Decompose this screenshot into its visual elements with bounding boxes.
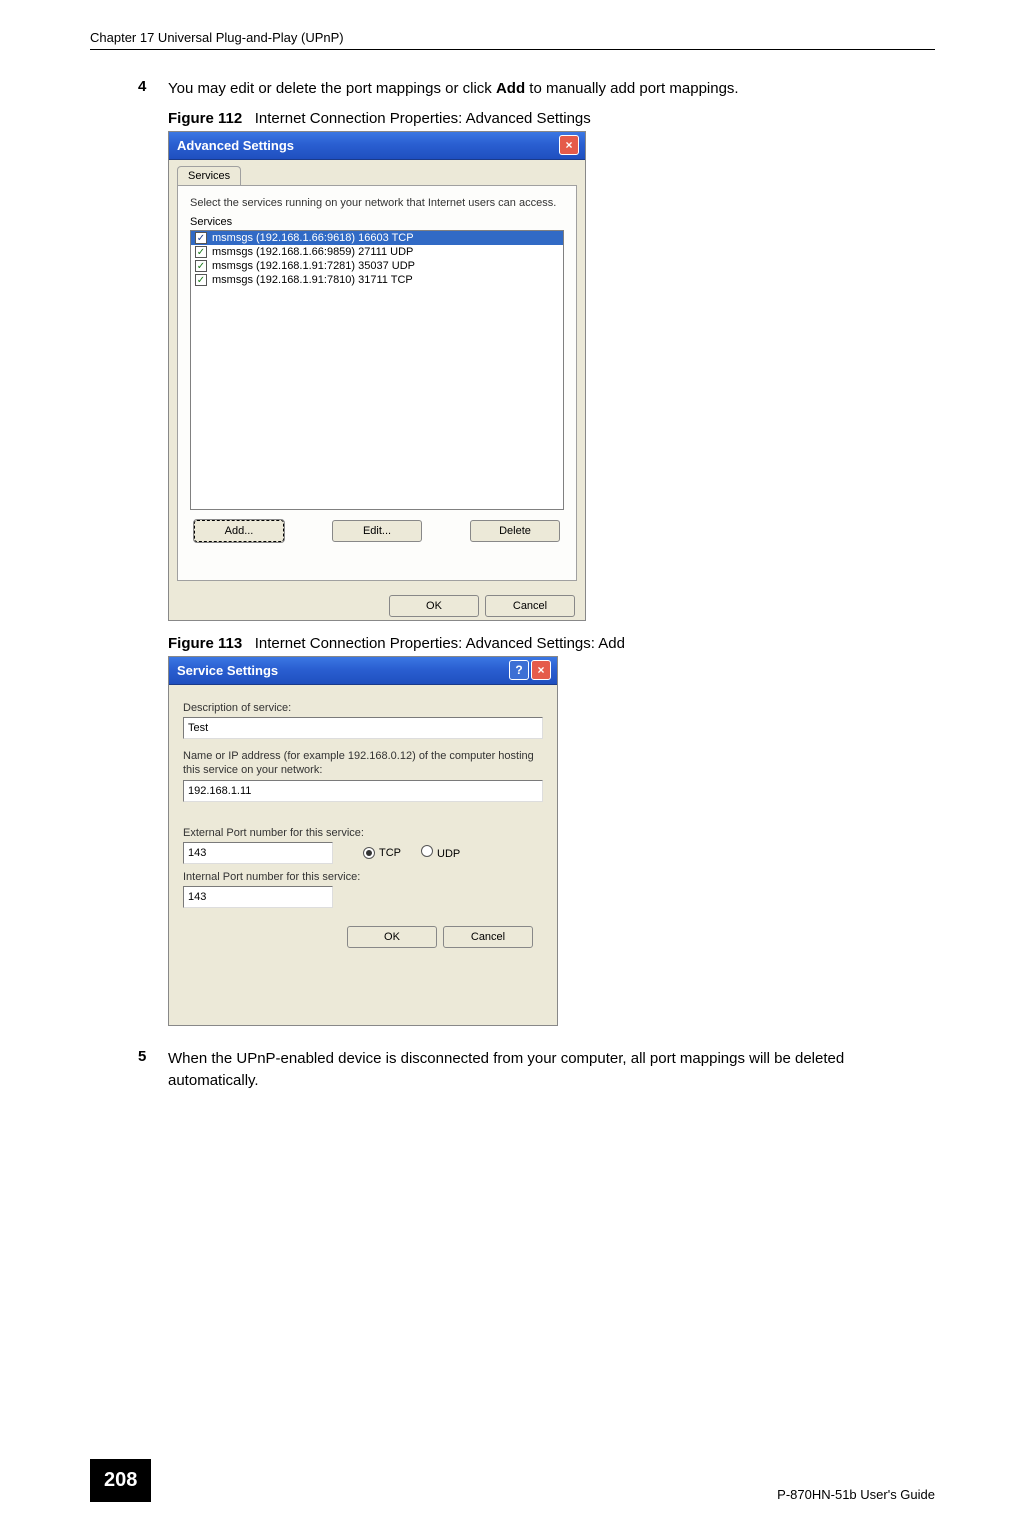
checkbox-icon[interactable]: ✓ bbox=[195, 274, 207, 286]
step-5-number: 5 bbox=[138, 1048, 168, 1092]
checkbox-icon[interactable]: ✓ bbox=[195, 260, 207, 272]
step-4-number: 4 bbox=[138, 78, 168, 100]
description-input[interactable] bbox=[183, 717, 543, 739]
services-instruction: Select the services running on your netw… bbox=[190, 196, 564, 210]
step-4-text-after: to manually add port mappings. bbox=[525, 80, 738, 97]
list-item[interactable]: ✓ msmsgs (192.168.1.91:7281) 35037 UDP bbox=[191, 259, 563, 273]
step-5-text: When the UPnP-enabled device is disconne… bbox=[168, 1048, 935, 1092]
step-4-text-bold: Add bbox=[496, 80, 525, 97]
delete-button[interactable]: Delete bbox=[470, 520, 560, 542]
step-4-text-before: You may edit or delete the port mappings… bbox=[168, 80, 496, 97]
internal-port-label: Internal Port number for this service: bbox=[183, 870, 543, 884]
close-icon[interactable]: × bbox=[531, 660, 551, 680]
page-number: 208 bbox=[90, 1459, 151, 1502]
host-label: Name or IP address (for example 192.168.… bbox=[183, 749, 543, 778]
chapter-header: Chapter 17 Universal Plug-and-Play (UPnP… bbox=[90, 30, 935, 50]
ok-button[interactable]: OK bbox=[389, 595, 479, 617]
figure-112-caption: Figure 112 Internet Connection Propertie… bbox=[168, 110, 935, 127]
list-item-label: msmsgs (192.168.1.66:9618) 16603 TCP bbox=[212, 232, 414, 244]
figure-112-label: Figure 112 bbox=[168, 110, 242, 127]
services-group-label: Services bbox=[190, 216, 564, 228]
list-item[interactable]: ✓ msmsgs (192.168.1.91:7810) 31711 TCP bbox=[191, 273, 563, 287]
services-listbox[interactable]: ✓ msmsgs (192.168.1.66:9618) 16603 TCP ✓… bbox=[190, 230, 564, 510]
figure-113-caption: Figure 113 Internet Connection Propertie… bbox=[168, 635, 935, 652]
close-icon[interactable]: × bbox=[559, 135, 579, 155]
list-item-label: msmsgs (192.168.1.66:9859) 27111 UDP bbox=[212, 246, 413, 258]
step-4: 4 You may edit or delete the port mappin… bbox=[138, 78, 935, 100]
tcp-radio[interactable]: TCP bbox=[363, 847, 401, 859]
step-4-text: You may edit or delete the port mappings… bbox=[168, 78, 739, 100]
service-settings-dialog: Service Settings ? × Description of serv… bbox=[168, 656, 558, 1026]
list-item[interactable]: ✓ msmsgs (192.168.1.66:9859) 27111 UDP bbox=[191, 245, 563, 259]
description-label: Description of service: bbox=[183, 701, 543, 715]
checkbox-icon[interactable]: ✓ bbox=[195, 232, 207, 244]
advanced-settings-dialog: Advanced Settings × Services Select the … bbox=[168, 131, 586, 621]
radio-icon bbox=[421, 845, 433, 857]
step-5: 5 When the UPnP-enabled device is discon… bbox=[138, 1048, 935, 1092]
checkbox-icon[interactable]: ✓ bbox=[195, 246, 207, 258]
advanced-settings-titlebar[interactable]: Advanced Settings × bbox=[169, 132, 585, 160]
cancel-button[interactable]: Cancel bbox=[485, 595, 575, 617]
help-icon[interactable]: ? bbox=[509, 660, 529, 680]
external-port-input[interactable] bbox=[183, 842, 333, 864]
page-footer: 208 P-870HN-51b User's Guide bbox=[90, 1459, 935, 1502]
host-input[interactable] bbox=[183, 780, 543, 802]
figure-113-label: Figure 113 bbox=[168, 635, 242, 652]
list-item-label: msmsgs (192.168.1.91:7810) 31711 TCP bbox=[212, 274, 413, 286]
udp-label: UDP bbox=[437, 848, 460, 860]
internal-port-input[interactable] bbox=[183, 886, 333, 908]
external-port-label: External Port number for this service: bbox=[183, 826, 543, 840]
service-settings-title: Service Settings bbox=[177, 663, 278, 678]
list-item[interactable]: ✓ msmsgs (192.168.1.66:9618) 16603 TCP bbox=[191, 231, 563, 245]
guide-name: P-870HN-51b User's Guide bbox=[777, 1487, 935, 1502]
add-button[interactable]: Add... bbox=[194, 520, 284, 542]
tcp-label: TCP bbox=[379, 847, 401, 859]
figure-112-text: Internet Connection Properties: Advanced… bbox=[255, 110, 591, 127]
radio-icon bbox=[363, 847, 375, 859]
ok-button[interactable]: OK bbox=[347, 926, 437, 948]
service-settings-titlebar[interactable]: Service Settings ? × bbox=[169, 657, 557, 685]
advanced-settings-title: Advanced Settings bbox=[177, 138, 294, 153]
figure-113-text: Internet Connection Properties: Advanced… bbox=[255, 635, 625, 652]
udp-radio[interactable]: UDP bbox=[421, 845, 460, 860]
list-item-label: msmsgs (192.168.1.91:7281) 35037 UDP bbox=[212, 260, 415, 272]
cancel-button[interactable]: Cancel bbox=[443, 926, 533, 948]
services-tab-panel: Select the services running on your netw… bbox=[177, 185, 577, 581]
tab-services[interactable]: Services bbox=[177, 166, 241, 185]
edit-button[interactable]: Edit... bbox=[332, 520, 422, 542]
